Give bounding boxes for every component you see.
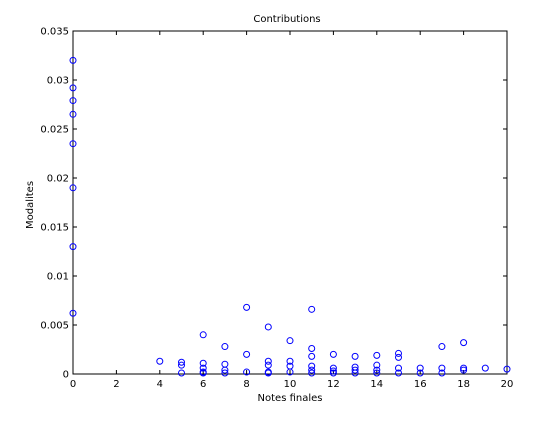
y-tick-label: 0.02 bbox=[47, 174, 69, 185]
data-point bbox=[221, 369, 229, 377]
data-point bbox=[199, 369, 207, 377]
data-point bbox=[178, 358, 185, 366]
data-point bbox=[286, 368, 294, 376]
data-point bbox=[69, 309, 77, 317]
x-tick-label: 16 bbox=[414, 379, 427, 390]
data-point bbox=[264, 361, 272, 369]
y-axis-label: Modalites bbox=[25, 181, 36, 229]
x-tick-label: 6 bbox=[200, 379, 206, 390]
data-point bbox=[69, 97, 77, 105]
data-point bbox=[221, 343, 229, 351]
data-point bbox=[178, 361, 185, 369]
y-tick-label: 0.015 bbox=[40, 223, 69, 234]
x-tick-label: 14 bbox=[370, 379, 383, 390]
x-tick-label: 2 bbox=[113, 379, 119, 390]
data-point bbox=[308, 366, 316, 374]
data-point bbox=[351, 369, 359, 377]
data-point bbox=[351, 366, 359, 374]
x-tick-label: 12 bbox=[327, 379, 340, 390]
x-tick-label: 4 bbox=[157, 379, 163, 390]
data-point bbox=[199, 364, 207, 372]
data-point bbox=[199, 331, 207, 339]
data-point bbox=[69, 84, 77, 92]
x-tick-label: 18 bbox=[457, 379, 470, 390]
data-point bbox=[395, 369, 402, 377]
data-point bbox=[308, 352, 316, 360]
ticks: 0 2 4 6 8 10 12 14 16 18 20 0 0.005 0.01 0.015 0.02 0.02… bbox=[40, 27, 513, 391]
data-point bbox=[460, 339, 468, 347]
data-point bbox=[460, 364, 468, 372]
data-point bbox=[264, 369, 272, 377]
y-tick-label: 0 bbox=[63, 370, 69, 381]
data-point bbox=[373, 361, 381, 369]
data-point bbox=[199, 359, 207, 367]
y-tick-label: 0.03 bbox=[47, 76, 69, 87]
data-point bbox=[243, 350, 251, 358]
y-tick-label: 0.01 bbox=[47, 272, 69, 283]
data-point bbox=[178, 369, 185, 377]
data-point bbox=[286, 357, 294, 365]
x-axis-label: Notes finales bbox=[258, 393, 323, 404]
data-point bbox=[373, 369, 381, 377]
data-point bbox=[373, 366, 381, 374]
x-tick-label: 0 bbox=[70, 379, 76, 390]
data-point bbox=[308, 369, 316, 377]
data-point bbox=[69, 243, 77, 251]
data-point bbox=[69, 184, 77, 192]
data-points bbox=[69, 56, 511, 377]
data-point bbox=[286, 337, 294, 345]
data-point bbox=[481, 364, 489, 372]
x-tick-label: 8 bbox=[243, 379, 249, 390]
x-tick-label: 20 bbox=[501, 379, 514, 390]
data-point bbox=[69, 140, 77, 148]
data-point bbox=[438, 343, 446, 351]
data-point bbox=[221, 366, 229, 374]
data-point bbox=[243, 368, 251, 376]
plot-frame bbox=[72, 30, 508, 375]
y-tick-label: 0.025 bbox=[40, 125, 69, 136]
data-point bbox=[156, 357, 164, 365]
data-point bbox=[438, 364, 446, 372]
data-point bbox=[329, 350, 337, 358]
chart-title: Contributions bbox=[253, 14, 320, 25]
data-point bbox=[416, 369, 424, 377]
x-tick-label: 10 bbox=[284, 379, 297, 390]
data-point bbox=[329, 367, 337, 375]
axes bbox=[72, 30, 508, 375]
data-point bbox=[264, 357, 272, 365]
data-point bbox=[373, 351, 381, 359]
data-point bbox=[395, 364, 402, 372]
data-point bbox=[351, 352, 359, 360]
data-point bbox=[460, 366, 468, 374]
data-point bbox=[308, 345, 316, 353]
data-point bbox=[416, 364, 424, 372]
data-point bbox=[438, 369, 446, 377]
y-tick-label: 0.005 bbox=[40, 321, 69, 332]
data-point bbox=[69, 56, 77, 64]
y-tick-label: 0.035 bbox=[40, 27, 69, 38]
data-point bbox=[395, 353, 402, 361]
data-point bbox=[395, 349, 402, 357]
data-point bbox=[308, 305, 316, 313]
data-point bbox=[264, 323, 272, 331]
data-point bbox=[69, 110, 77, 118]
data-point bbox=[329, 369, 337, 377]
data-point bbox=[308, 362, 316, 370]
data-point bbox=[329, 364, 337, 372]
data-point bbox=[243, 303, 251, 311]
data-point bbox=[503, 365, 511, 373]
